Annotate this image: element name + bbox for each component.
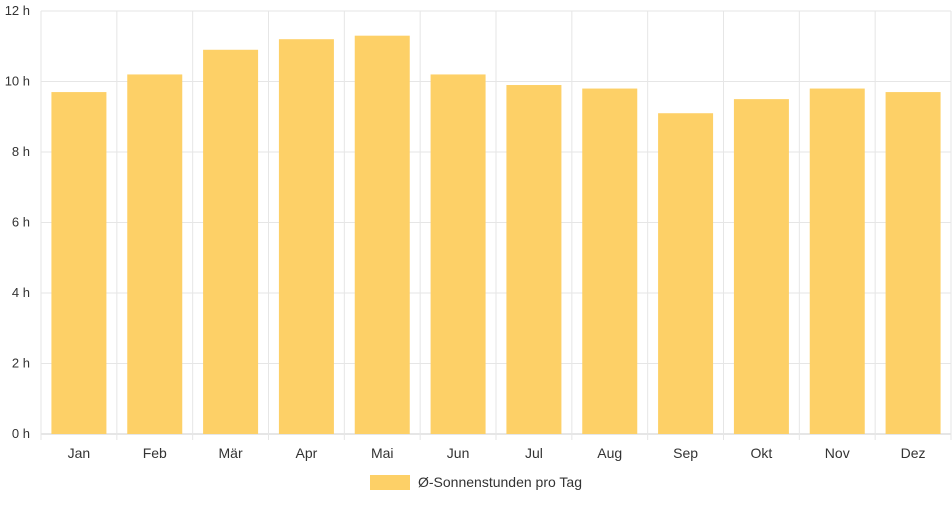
bar[interactable] [582, 88, 638, 435]
bar[interactable] [809, 88, 865, 435]
bars [51, 35, 941, 435]
x-tick-label: Sep [673, 445, 698, 461]
bar[interactable] [354, 35, 410, 435]
x-tick-label: Aug [597, 445, 622, 461]
y-tick-label: 10 h [5, 74, 30, 89]
x-tick-label: Dez [901, 445, 926, 461]
x-tick-label: Mär [219, 445, 243, 461]
bar[interactable] [127, 74, 183, 434]
bar[interactable] [658, 113, 714, 434]
x-tick-label: Mai [371, 445, 394, 461]
bar[interactable] [51, 92, 107, 434]
legend-swatch[interactable] [370, 475, 410, 490]
y-tick-label: 4 h [12, 285, 30, 300]
x-axis-ticks: Jan Feb Mär Apr Mai Jun Jul Aug Sep Okt Nov Dez [68, 445, 926, 461]
bar[interactable] [203, 49, 259, 435]
y-tick-label: 6 h [12, 215, 30, 230]
bar[interactable] [430, 74, 486, 434]
legend[interactable]: Ø-Sonnenstunden pro Tag [370, 474, 582, 490]
y-tick-label: 2 h [12, 356, 30, 371]
legend-label[interactable]: Ø-Sonnenstunden pro Tag [418, 474, 582, 490]
x-tick-label: Feb [143, 445, 167, 461]
x-tick-label: Nov [825, 445, 850, 461]
x-tick-label: Jun [447, 445, 470, 461]
grid-lines [40, 10, 952, 440]
x-tick-label: Okt [751, 445, 773, 461]
x-tick-label: Jul [525, 445, 543, 461]
bar[interactable] [278, 39, 334, 434]
y-axis-ticks: 0 h 2 h 4 h 6 h 8 h 10 h 12 h [5, 3, 30, 441]
y-tick-label: 12 h [5, 3, 30, 18]
bar[interactable] [733, 99, 789, 434]
y-tick-label: 0 h [12, 426, 30, 441]
bar[interactable] [506, 85, 562, 435]
bar[interactable] [885, 92, 941, 434]
x-tick-label: Jan [68, 445, 91, 461]
y-tick-label: 8 h [12, 144, 30, 159]
x-tick-label: Apr [296, 445, 318, 461]
